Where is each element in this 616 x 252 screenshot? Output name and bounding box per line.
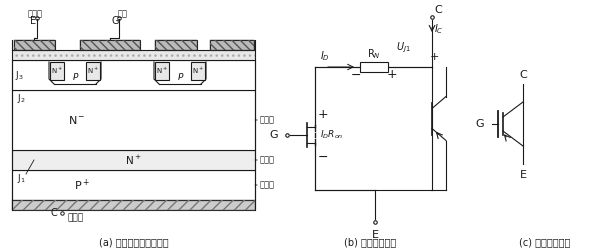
Text: 栅极: 栅极 <box>118 9 128 18</box>
Text: +: + <box>429 52 439 62</box>
Text: −: − <box>318 151 328 164</box>
Text: 注入区: 注入区 <box>255 180 275 190</box>
Text: $I_D R_{on}$: $I_D R_{on}$ <box>320 129 344 141</box>
Text: C: C <box>51 208 57 218</box>
Text: N$^+$: N$^+$ <box>192 66 204 76</box>
Bar <box>12 90 255 150</box>
Bar <box>50 62 64 80</box>
Text: C: C <box>519 70 527 80</box>
Text: N$^-$: N$^-$ <box>68 114 86 126</box>
Bar <box>12 150 255 170</box>
Bar <box>12 170 255 200</box>
Bar <box>155 40 197 50</box>
Bar <box>80 40 140 50</box>
Bar <box>86 62 100 80</box>
Bar <box>12 200 255 210</box>
Text: G: G <box>476 119 484 129</box>
Text: 发射极: 发射极 <box>28 9 43 18</box>
Text: P: P <box>72 73 78 81</box>
Text: J$_2$: J$_2$ <box>17 92 26 105</box>
Text: $I_D$: $I_D$ <box>320 49 330 63</box>
Bar <box>360 62 388 72</box>
Text: +: + <box>387 69 397 81</box>
Text: +: + <box>318 108 328 121</box>
Bar <box>191 62 205 80</box>
Bar <box>12 50 255 60</box>
Text: −: − <box>351 69 361 81</box>
Text: (c) 电气图形符号: (c) 电气图形符号 <box>519 237 570 247</box>
Text: J$_3$: J$_3$ <box>15 69 23 82</box>
Text: 集电极: 集电极 <box>67 213 83 223</box>
Bar <box>155 40 197 50</box>
Text: P: P <box>177 73 183 81</box>
Text: G: G <box>111 16 119 26</box>
Bar <box>155 62 169 80</box>
Text: P$^+$: P$^+$ <box>74 177 90 193</box>
Text: E: E <box>30 16 36 26</box>
Text: (b) 简化等效电路: (b) 简化等效电路 <box>344 237 396 247</box>
Text: E: E <box>371 230 378 240</box>
Text: C: C <box>434 5 442 15</box>
Text: 漂移区: 漂移区 <box>255 115 275 124</box>
Text: N$^+$: N$^+$ <box>87 66 99 76</box>
Bar <box>12 50 255 60</box>
Text: $I_C$: $I_C$ <box>434 22 444 36</box>
Bar <box>14 40 55 50</box>
Text: E: E <box>519 170 527 180</box>
Bar <box>80 40 140 50</box>
Bar <box>14 40 55 50</box>
Bar <box>210 40 254 50</box>
Text: R$_N$: R$_N$ <box>367 47 381 61</box>
Text: 缓冲区: 缓冲区 <box>255 155 275 165</box>
Text: G: G <box>269 130 278 140</box>
Bar <box>12 60 255 90</box>
Text: N$^+$: N$^+$ <box>156 66 168 76</box>
Bar <box>12 200 255 210</box>
Bar <box>210 40 254 50</box>
Text: $U_{J1}$: $U_{J1}$ <box>396 41 411 55</box>
Text: (a) 内部结构断面示意图: (a) 内部结构断面示意图 <box>99 237 168 247</box>
Text: N$^+$: N$^+$ <box>51 66 63 76</box>
Text: J$_1$: J$_1$ <box>17 172 26 185</box>
Text: N$^+$: N$^+$ <box>125 153 142 167</box>
